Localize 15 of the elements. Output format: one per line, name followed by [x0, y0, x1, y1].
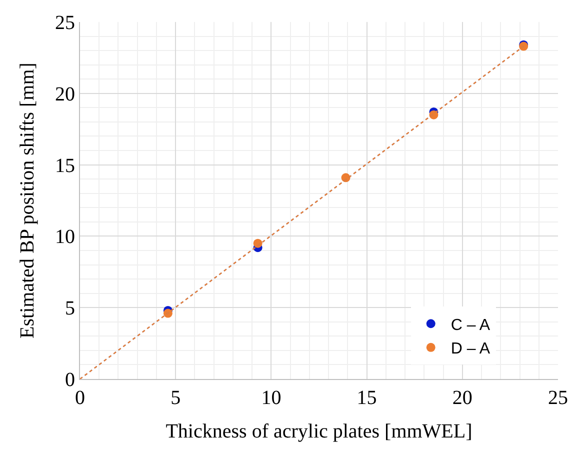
y-tick-label: 25 — [55, 12, 75, 34]
x-tick-label: 5 — [170, 387, 181, 409]
legend-label: C – A — [450, 316, 490, 334]
y-tick-label: 15 — [55, 154, 75, 177]
y-tick-label: 10 — [55, 226, 75, 248]
legend-label: D – A — [450, 340, 490, 358]
y-tick-label: 5 — [65, 298, 75, 320]
y-axis-title: Estimated BP position shifts [mm] — [16, 62, 38, 338]
x-tick-label: 25 — [548, 387, 568, 409]
x-tick-label: 15 — [356, 387, 377, 409]
y-tick-label: 0 — [65, 369, 75, 391]
x-tick-label: 20 — [452, 387, 472, 409]
x-axis-title: Thickness of acrylic plates [mmWEL] — [166, 420, 472, 442]
x-tick-label: 10 — [261, 387, 282, 409]
y-tick-label: 20 — [55, 83, 75, 106]
